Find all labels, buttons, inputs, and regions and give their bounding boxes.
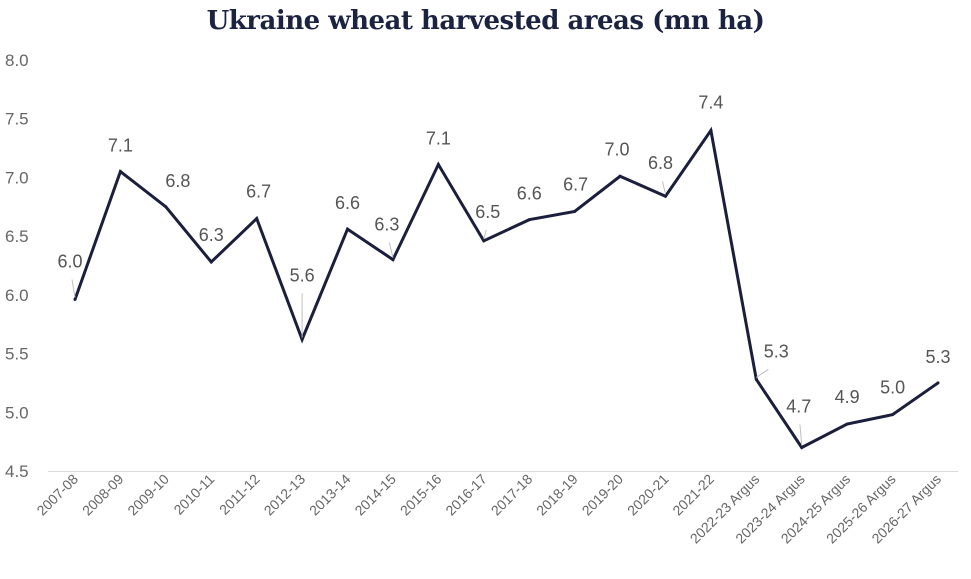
x-tick-label: 2020-21 bbox=[624, 471, 672, 519]
x-tick-label: 2010-11 bbox=[170, 471, 217, 518]
data-label: 4.9 bbox=[835, 387, 860, 407]
data-label: 6.7 bbox=[246, 182, 271, 202]
x-tick-label: 2017-18 bbox=[488, 471, 536, 519]
x-tick-label: 2012-13 bbox=[261, 471, 309, 519]
data-point bbox=[300, 337, 304, 341]
data-point bbox=[527, 218, 531, 222]
x-tick-label: 2009-10 bbox=[124, 471, 172, 519]
data-point bbox=[118, 170, 122, 174]
data-label: 6.0 bbox=[57, 252, 82, 272]
data-point bbox=[255, 217, 259, 221]
x-tick-label: 2013-14 bbox=[306, 471, 354, 519]
data-label: 6.3 bbox=[199, 225, 224, 245]
chart-title: Ukraine wheat harvested areas (mn ha) bbox=[206, 6, 765, 36]
data-label: 5.3 bbox=[764, 341, 789, 361]
data-label: 6.6 bbox=[517, 184, 542, 204]
data-point bbox=[346, 227, 350, 231]
data-point bbox=[891, 413, 895, 417]
x-tick-label: 2014-15 bbox=[351, 471, 399, 519]
leader-line bbox=[71, 279, 76, 298]
leader-line bbox=[661, 181, 666, 195]
data-label: 7.1 bbox=[108, 136, 133, 156]
data-point bbox=[618, 174, 622, 178]
data-point bbox=[709, 128, 713, 132]
data-label: 6.8 bbox=[165, 171, 190, 191]
x-tick-label: 2016-17 bbox=[442, 471, 490, 519]
data-point bbox=[73, 298, 77, 302]
data-label: 6.3 bbox=[374, 215, 399, 235]
data-point bbox=[754, 377, 758, 381]
x-tick-label: 2011-12 bbox=[216, 471, 263, 518]
x-tick-label: 2018-19 bbox=[533, 471, 581, 519]
data-point bbox=[391, 258, 395, 262]
data-label: 6.8 bbox=[648, 153, 673, 173]
data-label: 5.3 bbox=[925, 347, 950, 367]
data-point bbox=[800, 446, 804, 450]
x-tick-label: 2019-20 bbox=[579, 471, 627, 519]
data-label: 7.1 bbox=[426, 129, 451, 149]
x-tick-label: 2015-16 bbox=[397, 471, 445, 519]
y-tick-label: 8.0 bbox=[5, 51, 29, 70]
y-tick-label: 7.5 bbox=[5, 110, 29, 129]
y-tick-label: 5.0 bbox=[5, 403, 29, 422]
data-label: 5.6 bbox=[290, 265, 315, 285]
data-point bbox=[845, 422, 849, 426]
leader-line bbox=[799, 424, 803, 446]
data-point bbox=[663, 194, 667, 198]
y-tick-label: 7.0 bbox=[5, 168, 29, 187]
leader-line bbox=[756, 368, 769, 378]
leader-line bbox=[388, 242, 394, 258]
x-tick-label: 2008-09 bbox=[79, 471, 127, 519]
leader-line bbox=[483, 229, 487, 239]
data-point bbox=[573, 209, 577, 213]
data-label: 7.0 bbox=[605, 139, 630, 159]
data-label: 6.7 bbox=[563, 174, 588, 194]
data-point bbox=[482, 239, 486, 243]
data-label: 7.4 bbox=[698, 92, 723, 112]
data-line bbox=[73, 126, 939, 450]
data-label: 4.7 bbox=[786, 397, 811, 417]
data-label: 6.5 bbox=[475, 202, 500, 222]
x-tick-label: 2007-08 bbox=[33, 471, 81, 519]
data-point bbox=[936, 381, 940, 385]
y-tick-label: 6.0 bbox=[5, 286, 29, 305]
data-label: 6.6 bbox=[335, 193, 360, 213]
data-point bbox=[164, 205, 168, 209]
y-tick-label: 4.5 bbox=[5, 462, 29, 481]
y-tick-label: 5.5 bbox=[5, 345, 29, 364]
y-tick-label: 6.5 bbox=[5, 227, 29, 246]
data-point bbox=[209, 260, 213, 264]
data-point bbox=[436, 163, 440, 167]
data-label: 5.0 bbox=[880, 378, 905, 398]
